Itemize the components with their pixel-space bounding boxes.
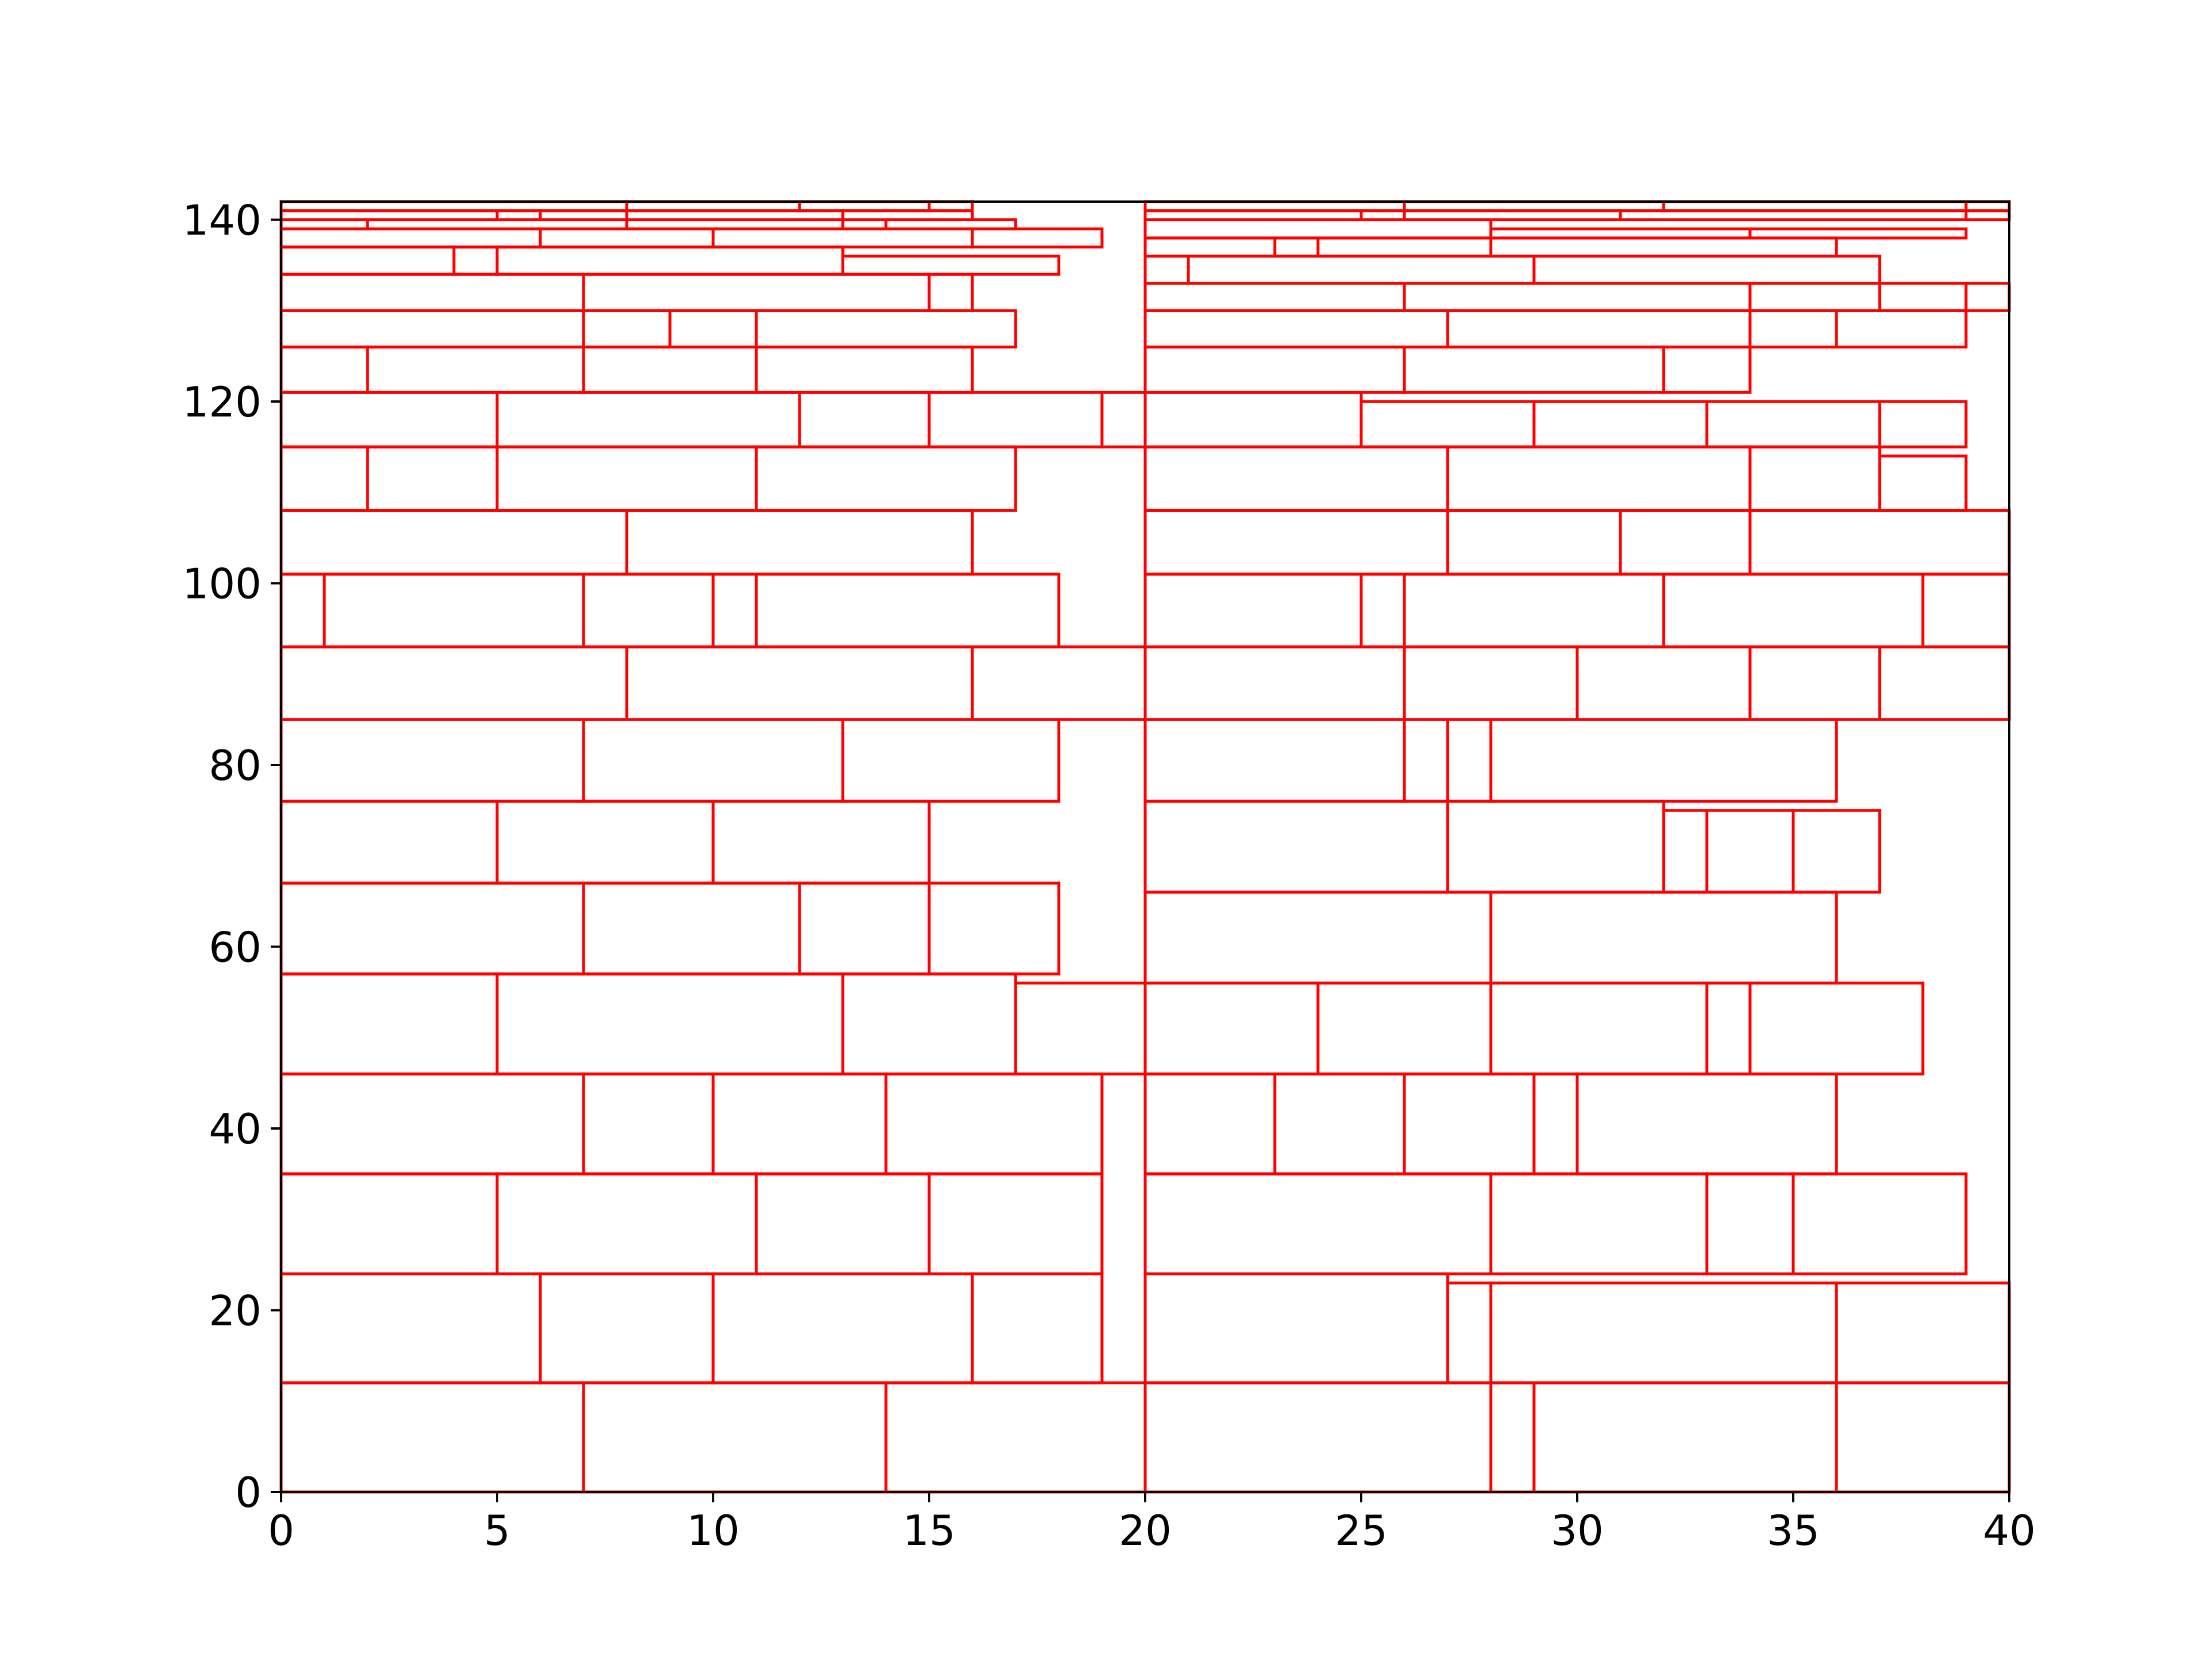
y-tick-label: 20	[209, 1287, 262, 1335]
y-axis: 0 20 40 60 80 100 120 140	[183, 196, 281, 1517]
x-tick-label: 15	[903, 1506, 956, 1555]
packed-rect-62	[841, 255, 1060, 276]
y-tick-label: 0	[235, 1468, 262, 1517]
x-tick-label: 40	[1983, 1506, 2036, 1555]
x-tick-label: 35	[1767, 1506, 1820, 1555]
y-tick-label: 140	[183, 196, 262, 245]
y-tick-label: 80	[209, 741, 262, 790]
x-tick-label: 5	[484, 1506, 510, 1555]
y-tick-label: 100	[183, 560, 262, 608]
x-tick-label: 20	[1119, 1506, 1172, 1555]
packed-rect-158	[1748, 227, 1968, 240]
x-tick-label: 0	[268, 1506, 294, 1555]
packed-rect-66	[971, 227, 1104, 249]
y-tick-label: 120	[183, 378, 262, 426]
packed-rect-136	[1878, 400, 1968, 449]
x-tick-label: 30	[1551, 1506, 1604, 1555]
packed-rect-131	[1878, 454, 1968, 512]
x-axis: 0 5 10 15 20 25 30 35 40	[268, 1492, 2036, 1555]
packed-rect-109	[1791, 809, 1881, 894]
packed-rect-92	[1791, 1172, 1968, 1275]
x-tick-label: 10	[687, 1506, 740, 1555]
y-tick-label: 60	[209, 923, 262, 972]
packed-rect-22	[927, 881, 1060, 976]
x-tick-label: 25	[1335, 1506, 1388, 1555]
y-tick-label: 40	[209, 1105, 262, 1153]
